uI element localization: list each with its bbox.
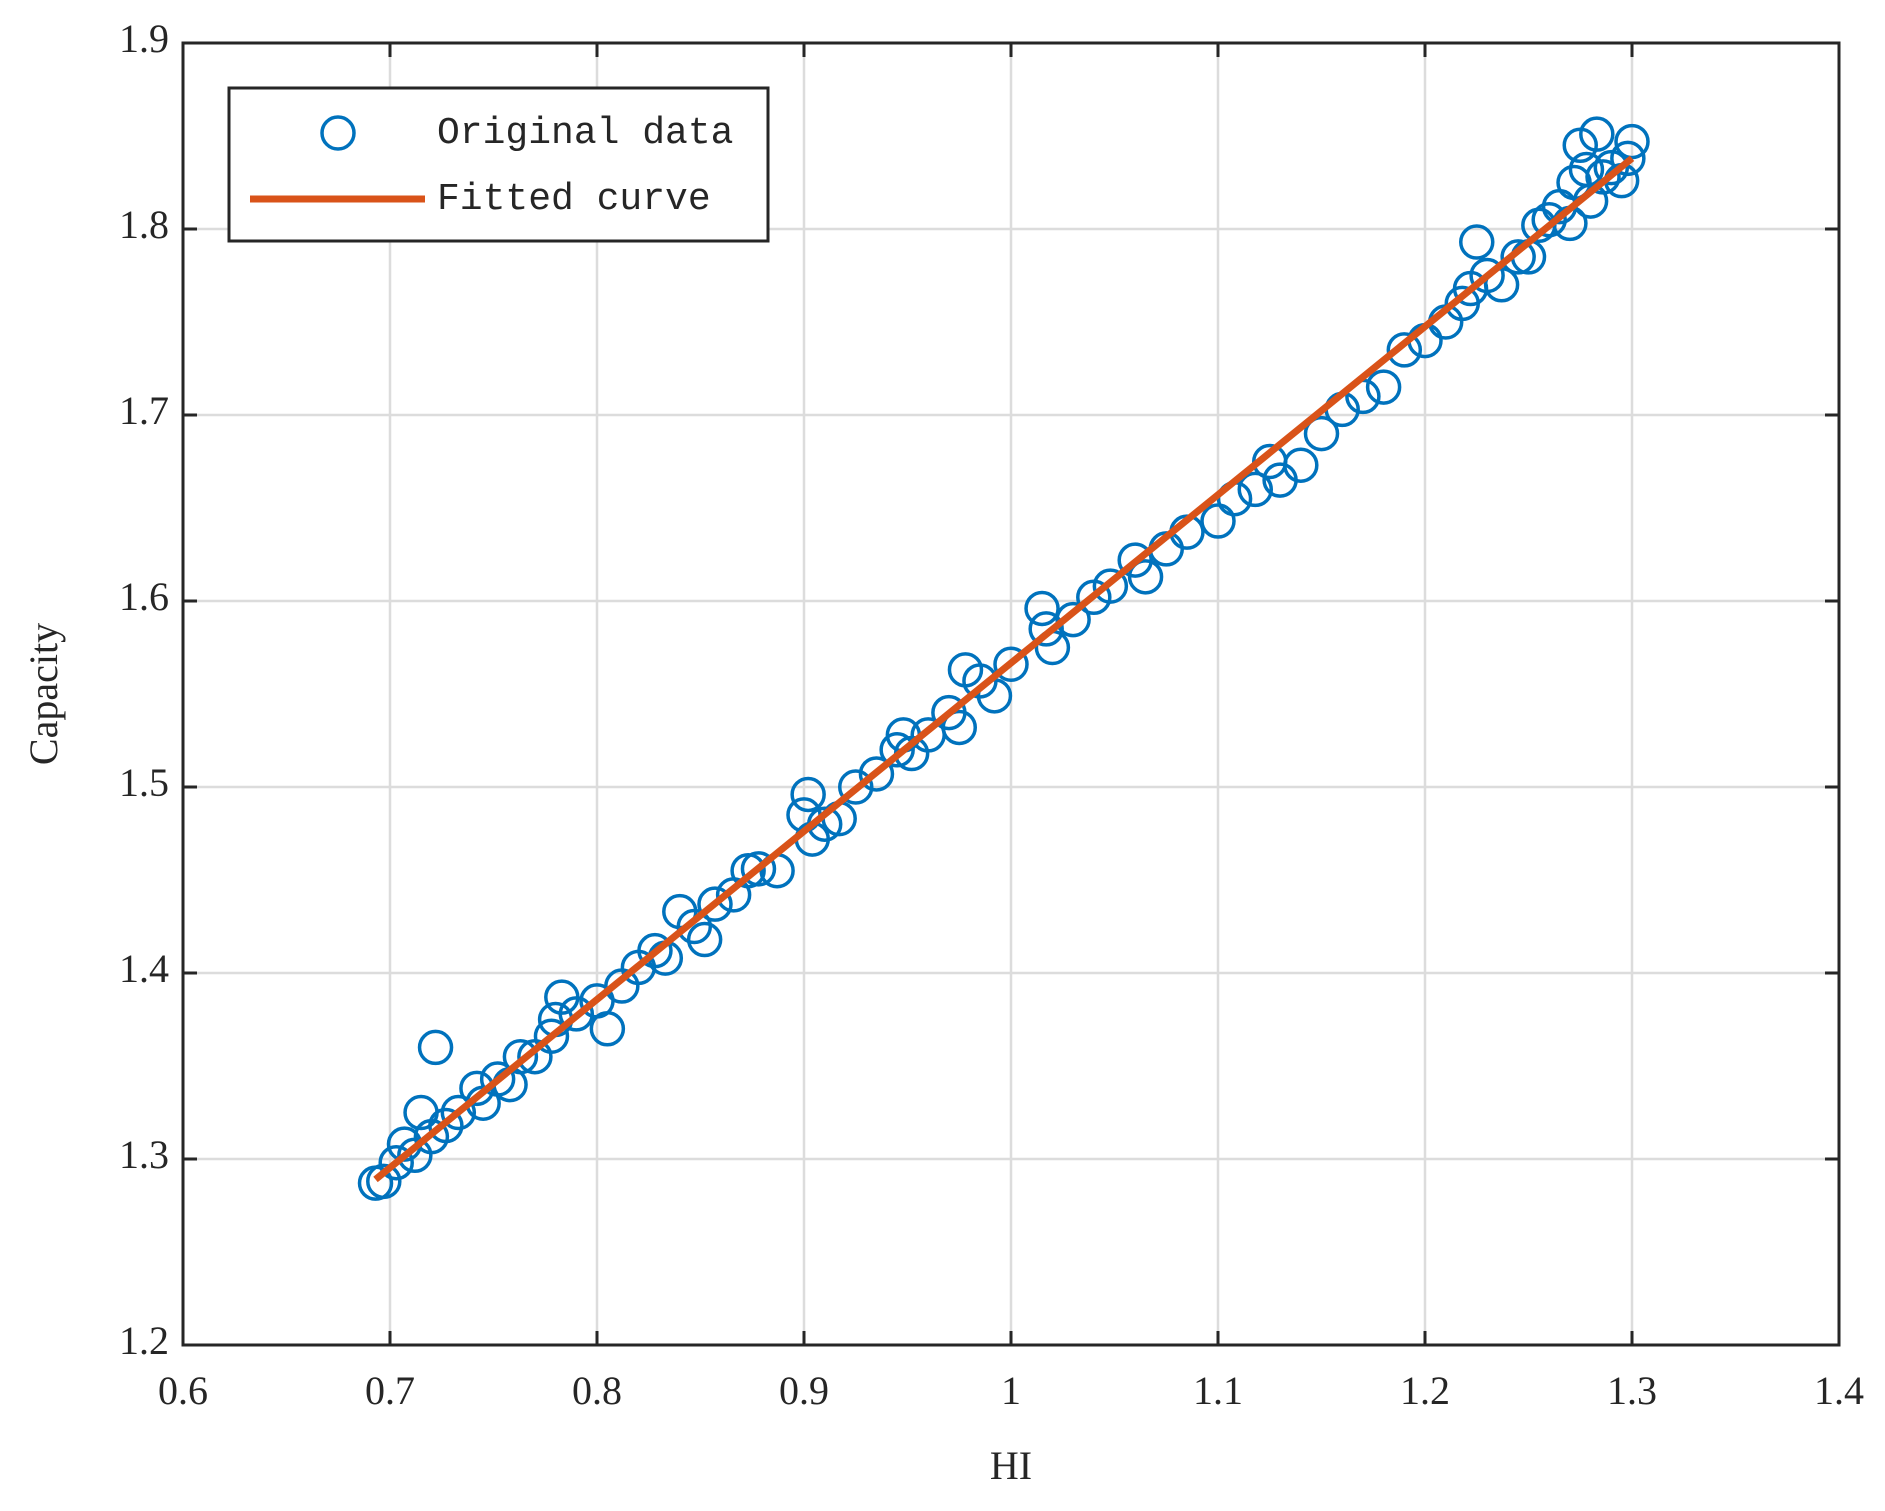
scatter-point [676, 908, 713, 945]
y-tick-label: 1.3 [119, 1132, 169, 1177]
scatter-point [1614, 123, 1650, 160]
scatter-point [1459, 224, 1495, 260]
scatter-point [1500, 239, 1536, 275]
y-tick-label: 1.9 [119, 16, 169, 61]
x-tick-label: 1 [1001, 1368, 1021, 1413]
scatter-point [1283, 447, 1319, 483]
y-tick-label: 1.4 [119, 946, 169, 991]
scatter-point [697, 886, 733, 922]
scatter-point [941, 709, 977, 746]
legend-marker [320, 115, 356, 151]
scatter-point [1237, 471, 1274, 508]
y-tick-label: 1.7 [119, 388, 169, 433]
x-tick-label: 0.9 [779, 1368, 829, 1413]
scatter-point [589, 1011, 626, 1047]
legend-label: Original data [437, 112, 733, 155]
scatter-point [1303, 415, 1340, 452]
scatter-point [533, 1018, 570, 1054]
x-tick-label: 1.1 [1193, 1368, 1243, 1413]
scatter-point [838, 769, 874, 805]
y-tick-label: 1.6 [119, 574, 169, 619]
legend-label: Fitted curve [437, 178, 711, 221]
scatter-point [1531, 201, 1567, 238]
x-tick-label: 1.3 [1607, 1368, 1657, 1413]
scatter-point [417, 1029, 454, 1066]
y-tick-label: 1.2 [119, 1318, 169, 1363]
scatter-point [428, 1107, 464, 1144]
scatter-point [1386, 332, 1423, 368]
scatter-point [378, 1144, 414, 1181]
x-tick-label: 0.6 [158, 1368, 208, 1413]
scatter-point [1585, 159, 1621, 195]
plot-frame [181, 41, 1841, 1347]
legend-box [227, 86, 770, 243]
legend: Original data Fitted curve [227, 86, 770, 243]
plot-data [357, 116, 1650, 1201]
x-tick-label: 0.8 [572, 1368, 622, 1413]
x-tick-label: 1.2 [1400, 1368, 1450, 1413]
scatter-point [740, 851, 777, 887]
y-axis-label: Capacity [21, 623, 66, 765]
scatter-point [1593, 149, 1630, 186]
scatter-point [440, 1094, 477, 1131]
y-tick-label: 1.5 [119, 760, 169, 805]
scatter-point [879, 732, 915, 768]
scatter-point [1127, 559, 1164, 595]
scatter-point [790, 776, 826, 813]
scatter-point [502, 1038, 539, 1075]
scatter-point [1365, 369, 1402, 405]
scatter-point [1092, 568, 1129, 604]
scatter-point [366, 1163, 402, 1200]
axes: 0.6 0.7 0.8 0.9 1 1.1 1.2 1.3 1.4 1.2 1.3 1.4 1.5 1.6… [119, 16, 1864, 1413]
scatter-point [993, 646, 1029, 682]
scatter-point [686, 921, 723, 958]
scatter-point [1610, 140, 1646, 177]
scatter-point [558, 996, 595, 1032]
scatter-point [1055, 601, 1091, 638]
y-tick-label: 1.8 [119, 202, 169, 247]
scatter-point [1024, 590, 1060, 627]
fitted-line [373, 155, 1635, 1183]
x-axis-label: HI [990, 1443, 1032, 1488]
x-tick-label: 1.4 [1814, 1368, 1864, 1413]
scatter-point [637, 932, 673, 969]
scatter-point [858, 756, 895, 792]
scatter-point [1579, 116, 1615, 152]
x-tick-label: 0.7 [365, 1368, 415, 1413]
